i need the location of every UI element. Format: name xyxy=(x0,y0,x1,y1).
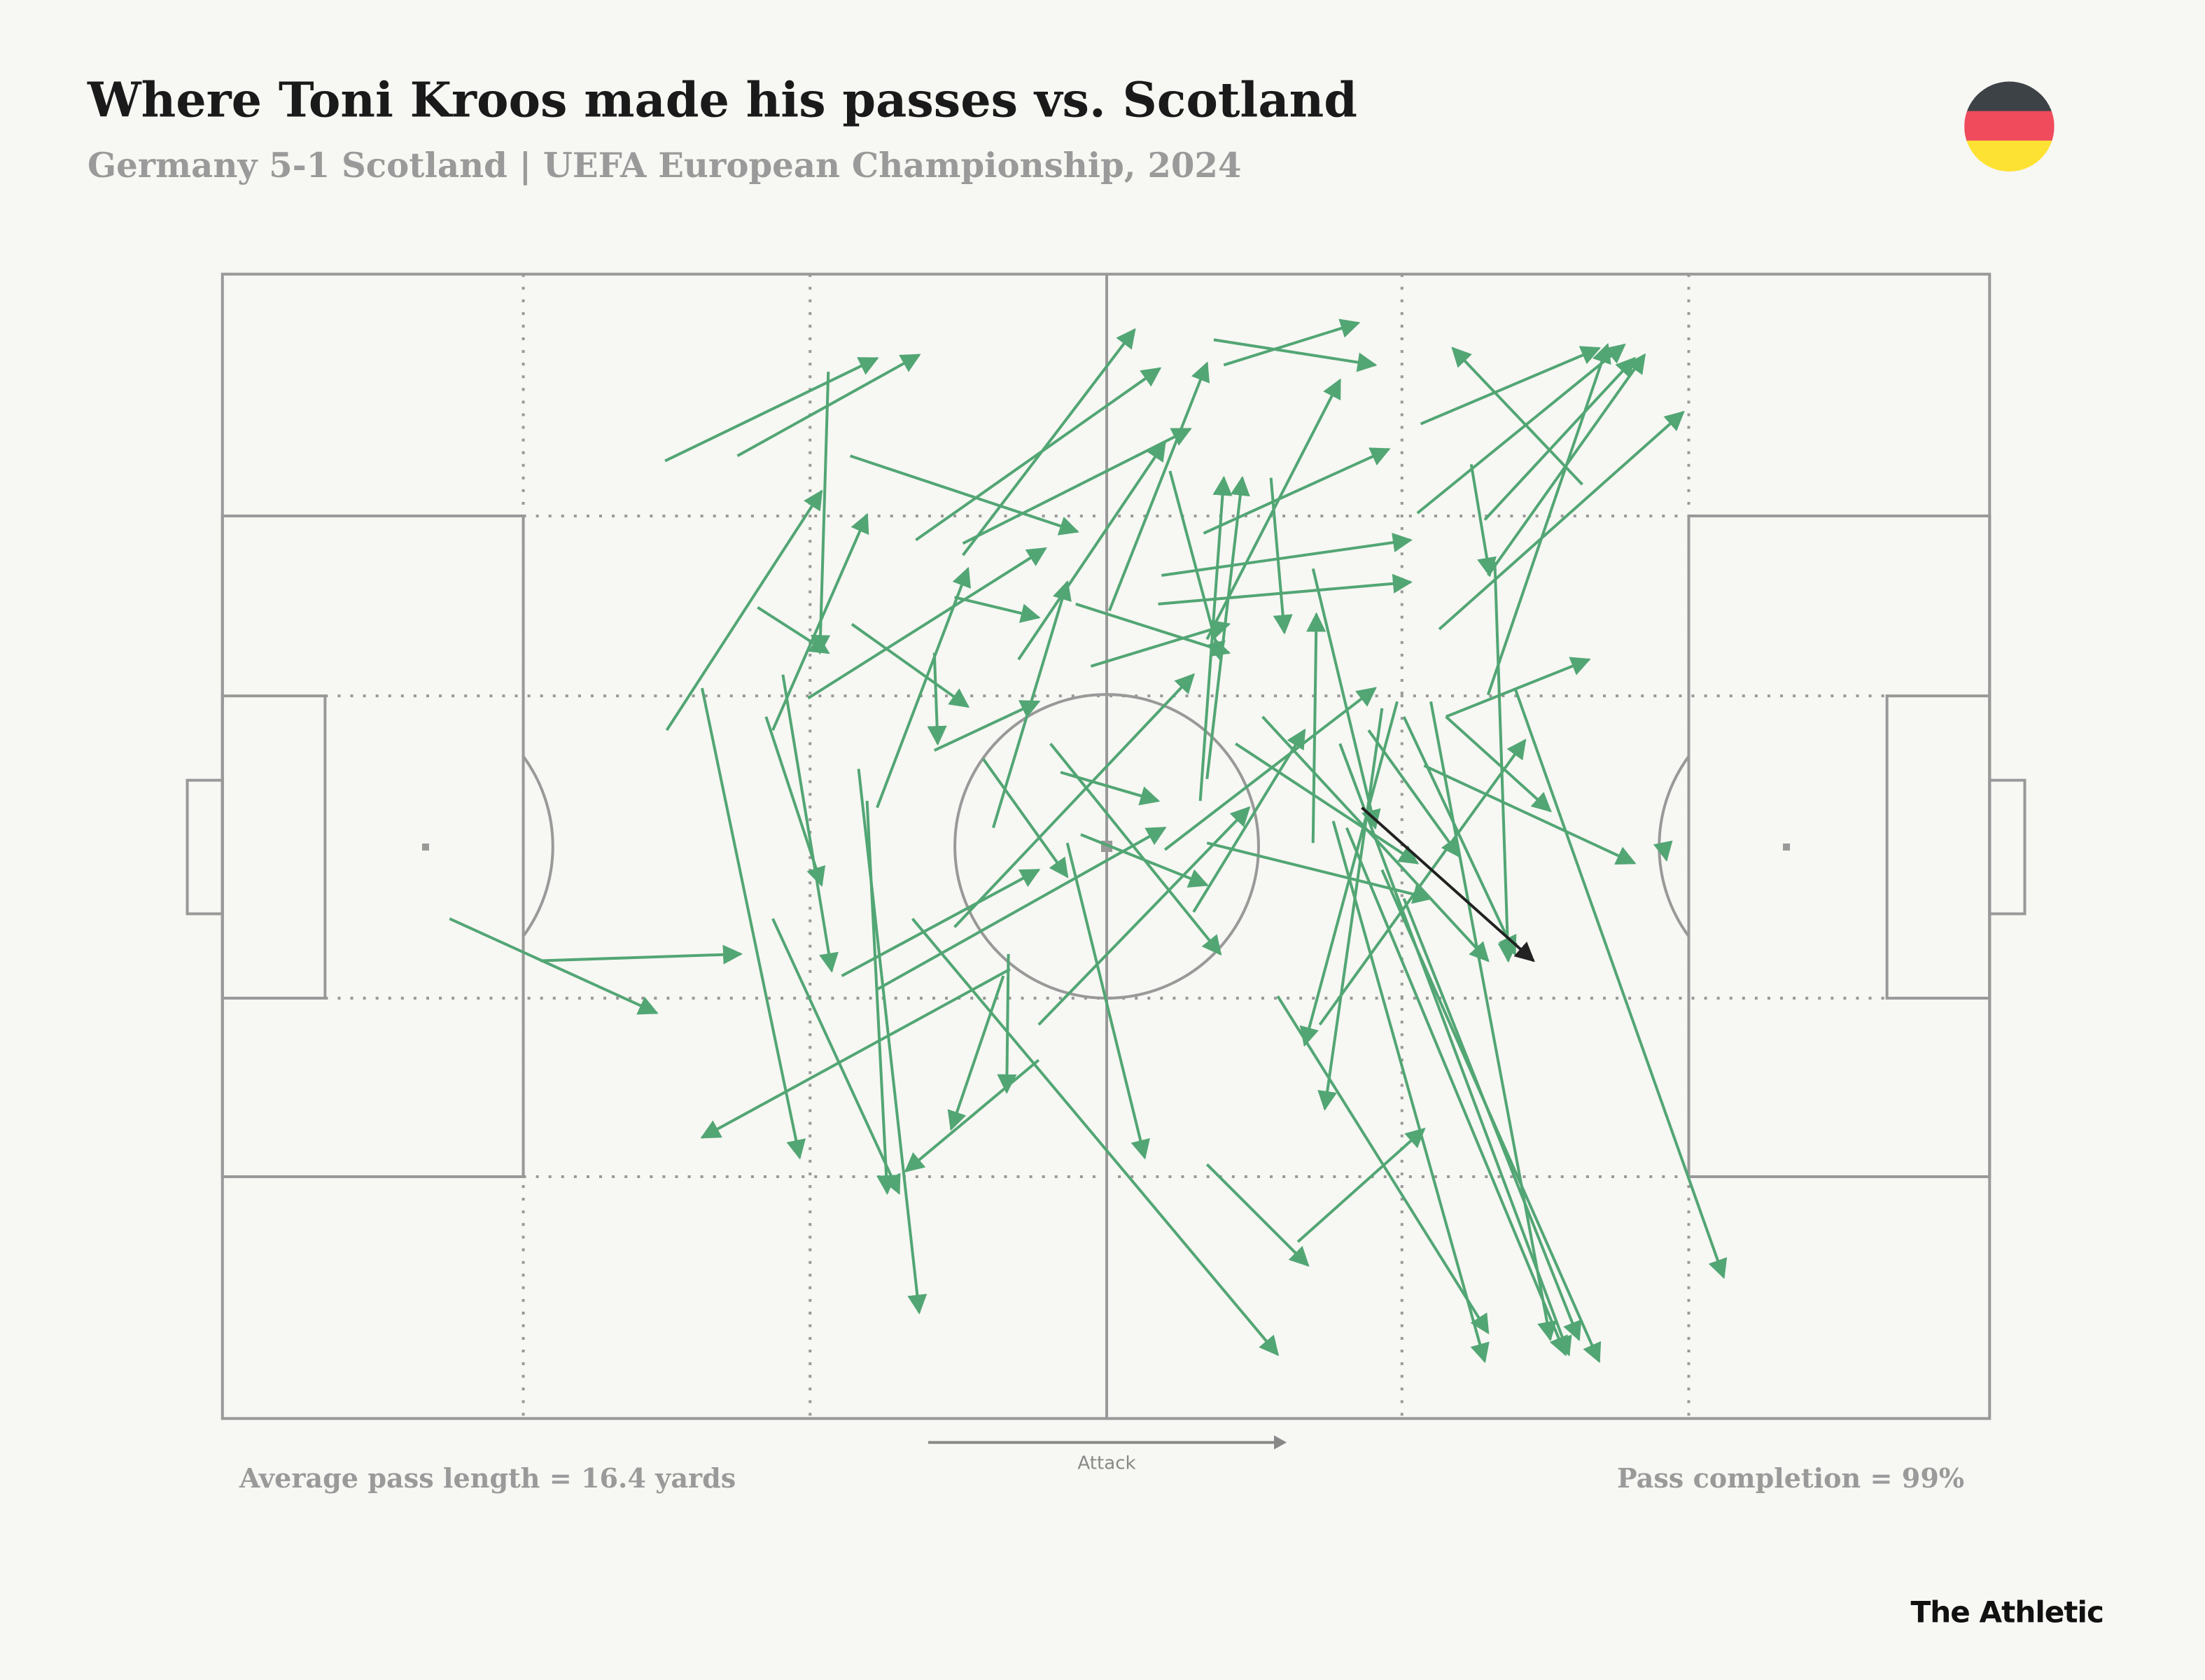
pass xyxy=(757,606,830,654)
pass xyxy=(953,673,1195,928)
pass xyxy=(1445,715,1552,813)
pass xyxy=(1205,475,1250,780)
brand: The Athletic xyxy=(1911,1595,2104,1630)
pass xyxy=(1299,701,1399,1047)
pass xyxy=(1423,764,1637,865)
pass xyxy=(664,357,879,463)
pass xyxy=(1203,447,1391,535)
pass xyxy=(1402,897,1582,1342)
pass xyxy=(876,826,1167,991)
pass xyxy=(1090,620,1231,668)
pass xyxy=(807,547,1047,700)
flag xyxy=(1964,81,2054,172)
pass xyxy=(876,566,972,808)
attack-arrow-head xyxy=(1274,1435,1287,1450)
annotation: Average pass length = 16.4 yards xyxy=(239,1462,736,1494)
pass xyxy=(1317,708,1384,1111)
pass xyxy=(850,623,970,708)
chart-subtitle: Germany 5-1 Scotland | UEFA European Cha… xyxy=(88,146,1242,186)
pass xyxy=(1158,573,1413,606)
annotation: Pass completion = 99% xyxy=(1617,1462,1964,1494)
goal xyxy=(186,778,224,916)
pass xyxy=(1223,318,1361,367)
pass xyxy=(1296,1128,1426,1243)
pass xyxy=(665,489,823,732)
pass xyxy=(1017,440,1166,661)
pass xyxy=(947,975,1005,1131)
pass xyxy=(1161,533,1413,577)
pass xyxy=(1451,346,1583,486)
pass xyxy=(1198,475,1233,802)
pass xyxy=(1163,687,1377,851)
pass xyxy=(771,512,869,731)
goal xyxy=(1988,778,2026,916)
pass xyxy=(849,454,1079,536)
pass xyxy=(981,757,1069,878)
pass xyxy=(1213,338,1378,372)
pass xyxy=(810,372,831,655)
pass xyxy=(1653,840,1673,862)
pass xyxy=(1469,463,1497,578)
pass xyxy=(1049,743,1222,956)
pass xyxy=(1065,842,1150,1160)
pass xyxy=(997,953,1017,1094)
pass xyxy=(1205,1163,1310,1267)
pass xyxy=(1416,343,1626,514)
pass xyxy=(1331,820,1490,1364)
passes xyxy=(449,318,1728,1364)
penalty-spot xyxy=(1783,844,1791,851)
pass xyxy=(449,917,659,1015)
pass xyxy=(1513,687,1728,1280)
direction-label: Attack xyxy=(1077,1453,1136,1474)
pass xyxy=(1438,410,1685,631)
pass xyxy=(1075,602,1231,657)
pass xyxy=(841,868,1041,977)
pass xyxy=(962,328,1136,556)
pass xyxy=(1107,361,1210,612)
pass xyxy=(764,716,826,888)
pass xyxy=(1420,346,1602,426)
pass xyxy=(1311,568,1381,830)
pass xyxy=(911,918,1280,1357)
pass xyxy=(1269,477,1293,635)
pass xyxy=(1429,701,1557,1342)
pass xyxy=(1493,561,1518,963)
pass xyxy=(1276,995,1490,1335)
pass xyxy=(915,367,1162,542)
pass xyxy=(771,918,901,1195)
penalty-spot xyxy=(421,844,429,851)
pass xyxy=(781,674,839,973)
pass xyxy=(1318,738,1527,1026)
pass xyxy=(701,687,806,1160)
pass xyxy=(1361,806,1535,962)
pass xyxy=(1037,806,1251,1026)
pass xyxy=(857,769,927,1315)
pass xyxy=(1367,729,1461,858)
pass xyxy=(700,967,1011,1139)
pass xyxy=(933,700,1041,752)
pass xyxy=(1338,743,1572,1357)
flag-stripe xyxy=(1964,111,2054,142)
pass xyxy=(1445,657,1591,718)
pass xyxy=(1402,716,1517,956)
pass xyxy=(1483,356,1636,522)
penalty-arc xyxy=(522,755,554,937)
pass xyxy=(1235,742,1420,864)
pass xyxy=(540,944,743,965)
pass xyxy=(1486,342,1611,696)
chart-title: Where Toni Kroos made his passes vs. Sco… xyxy=(87,73,1357,129)
pass xyxy=(1345,827,1568,1357)
pass xyxy=(927,652,947,746)
pass xyxy=(1306,612,1326,844)
pass xyxy=(954,596,1041,623)
